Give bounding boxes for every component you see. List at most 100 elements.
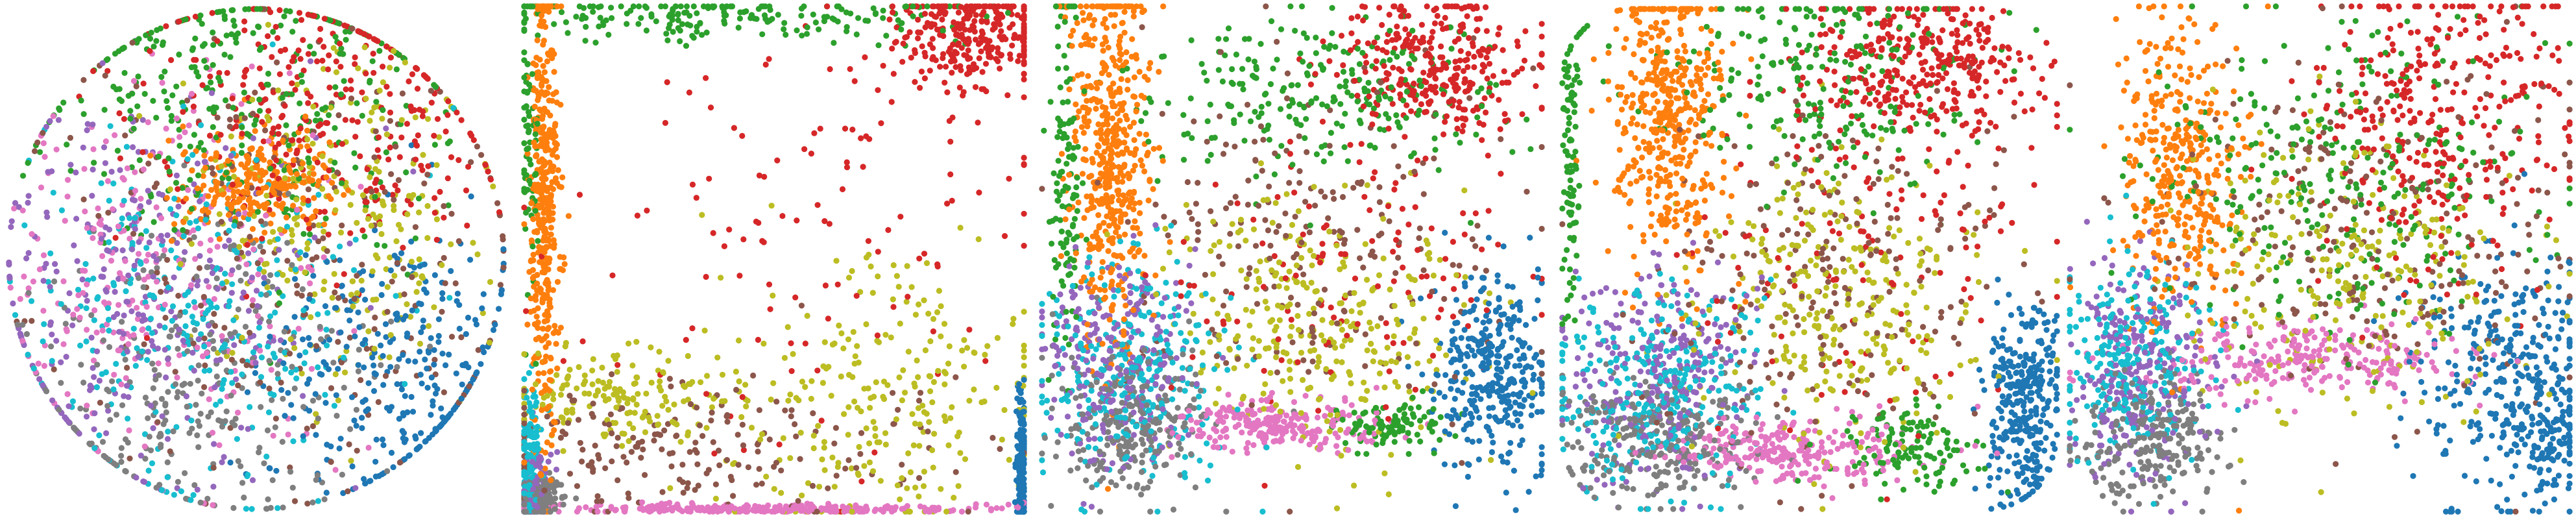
scatter-point [446, 351, 452, 358]
scatter-point [275, 87, 282, 93]
scatter-point [416, 209, 422, 216]
scatter-point [380, 352, 386, 360]
scatter-point [550, 396, 557, 402]
scatter-point [348, 95, 355, 102]
scatter-point [861, 463, 868, 469]
scatter-point [917, 84, 923, 91]
scatter-point [257, 169, 263, 175]
scatter-point [261, 460, 267, 467]
scatter-point [60, 99, 67, 106]
scatter-point [378, 291, 385, 299]
scatter-point [91, 374, 97, 380]
scatter-point [276, 289, 282, 295]
scatter-point [905, 349, 912, 355]
scatter-point [256, 65, 263, 71]
scatter-point [955, 483, 962, 489]
scatter-point [547, 304, 553, 310]
scatter-point [263, 81, 270, 88]
scatter-point [802, 384, 808, 390]
scatter-point [176, 231, 182, 238]
scatter-point [188, 282, 195, 288]
scatter-point [236, 211, 242, 217]
scatter-point [141, 341, 147, 348]
scatter-point [394, 381, 400, 388]
scatter-point [858, 478, 865, 485]
scatter-point [486, 339, 492, 346]
scatter-point [546, 368, 553, 375]
scatter-point [431, 304, 437, 310]
scatter-point [750, 372, 757, 379]
scatter-point [36, 149, 43, 155]
scatter-point [290, 438, 297, 445]
scatter-point [245, 426, 251, 432]
scatter-point [607, 411, 614, 418]
scatter-point [465, 314, 472, 321]
scatter-point [239, 480, 246, 486]
scatter-point [226, 237, 232, 243]
scatter-point [258, 354, 265, 361]
scatter-point [424, 75, 431, 82]
scatter-point [349, 463, 356, 470]
scatter-point [103, 430, 110, 437]
scatter-point [614, 477, 621, 484]
scatter-point [103, 287, 109, 293]
scatter-point [145, 199, 152, 205]
scatter-point [256, 325, 262, 331]
scatter-point [243, 506, 249, 512]
scatter-point [541, 228, 548, 235]
scatter-point [532, 131, 539, 138]
scatter-point [142, 456, 149, 462]
scatter-point [208, 90, 215, 96]
scatter-point [107, 123, 114, 129]
scatter-point [872, 10, 879, 16]
scatter-point [379, 280, 385, 287]
scatter-point [110, 280, 117, 286]
scatter-point [964, 345, 971, 351]
scatter-point [283, 122, 289, 129]
scatter-point [267, 220, 274, 227]
scatter-point [191, 367, 197, 374]
scatter-point [274, 271, 280, 278]
scatter-point [335, 112, 342, 119]
scatter-point [321, 221, 328, 228]
scatter-point [110, 329, 117, 336]
scatter-point [362, 337, 369, 343]
scatter-point [102, 160, 108, 166]
scatter-point [383, 266, 389, 273]
scatter-point [351, 417, 358, 424]
scatter-point [80, 144, 86, 151]
scatter-point [594, 493, 601, 500]
scatter-point [101, 266, 107, 273]
scatter-point [529, 71, 535, 77]
scatter-point [193, 218, 199, 225]
scatter-point [914, 357, 920, 364]
scatter-point [197, 198, 203, 204]
scatter-point [332, 207, 339, 214]
scatter-point [866, 440, 873, 447]
scatter-point [898, 26, 905, 33]
scatter-point [473, 321, 480, 328]
scatter-point [537, 285, 543, 291]
scatter-point [238, 249, 245, 256]
scatter-point [53, 268, 60, 275]
scatter-point [949, 404, 955, 410]
scatter-point [371, 362, 377, 369]
scatter-point [310, 397, 316, 404]
scatter-point [104, 321, 110, 328]
scatter-point [276, 140, 282, 147]
scatter-point [336, 445, 343, 452]
scatter-point [838, 373, 844, 380]
scatter-point [546, 8, 552, 15]
scatter-point [435, 339, 442, 345]
scatter-point [978, 48, 984, 55]
scatter-point [343, 86, 349, 93]
scatter-point [219, 380, 226, 388]
scatter-point [270, 29, 276, 35]
scatter-point [534, 229, 541, 236]
scatter-point [539, 401, 546, 408]
scatter-point [256, 24, 262, 31]
scatter-point [202, 165, 209, 171]
scatter-point [395, 221, 402, 228]
scatter-point [362, 397, 369, 403]
scatter-point [50, 190, 56, 196]
